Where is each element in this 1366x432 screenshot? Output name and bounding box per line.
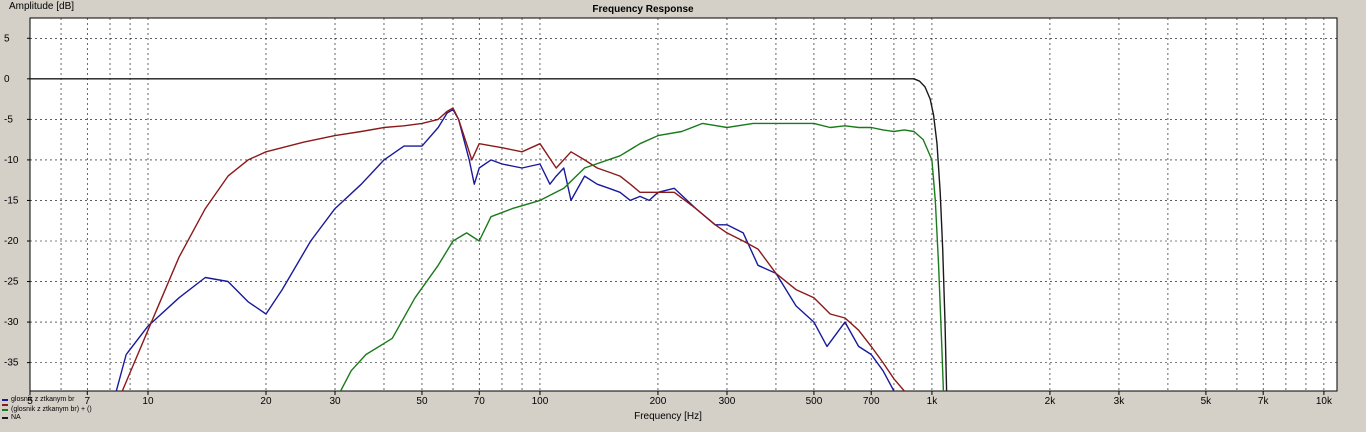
legend-swatch [2, 409, 8, 411]
y-tick-label: -30 [4, 317, 19, 328]
series-lines [30, 78, 948, 391]
x-tick-label: 3k [1114, 396, 1126, 407]
x-tick-label: 7k [1258, 396, 1270, 407]
y-axis-ticks: 5 0 -5 -10 -15 -20 -25 -30 -35 [4, 33, 30, 369]
legend-item: glosnik z ztkanym br [2, 396, 92, 404]
x-tick-label: 1k [927, 396, 939, 407]
x-tick-label: 700 [863, 396, 880, 407]
x-tick-label: 10k [1316, 396, 1333, 407]
x-tick-label: 30 [329, 396, 341, 407]
legend-item: (glosnik z ztkanym br) + () [2, 406, 92, 414]
legend-label: NA [11, 414, 21, 421]
series-line-4 [30, 78, 948, 391]
plot-area [29, 17, 1338, 392]
legend-swatch [2, 399, 8, 401]
series-line-3 [339, 122, 945, 391]
x-tick-label: 100 [532, 396, 549, 407]
y-tick-label: -10 [4, 155, 19, 166]
y-tick-label: 5 [4, 33, 10, 44]
x-tick-label: 5k [1201, 396, 1213, 407]
x-tick-label: 500 [806, 396, 823, 407]
x-tick-label: 5 [27, 396, 33, 407]
legend-label: (glosnik z ztkanym br) + () [11, 406, 92, 413]
y-tick-label: -5 [4, 114, 13, 125]
x-tick-label: 300 [719, 396, 736, 407]
x-tick-label: 7 [84, 396, 90, 407]
y-tick-label: -25 [4, 277, 19, 288]
series-line-1 [115, 108, 895, 391]
x-tick-label: 2k [1045, 396, 1057, 407]
legend-item: NA [2, 414, 92, 422]
y-tick-label: -15 [4, 195, 19, 206]
y-tick-label: 0 [4, 74, 10, 85]
legend-swatch [2, 404, 8, 406]
y-tick-label: -35 [4, 358, 19, 369]
x-tick-label: 10 [142, 396, 154, 407]
legend: glosnik z ztkanym br (glosnik z ztkanym b… [2, 396, 92, 422]
chart-title: Frequency Response [592, 4, 694, 15]
x-tick-label: 50 [416, 396, 428, 407]
x-axis-ticks: 5 7 10 20 30 50 70 100 200 300 500 700 1k 2k 3k 5k 7k 10k [27, 391, 1333, 407]
legend-label: glosnik z ztkanym br [11, 396, 75, 403]
y-axis-label: Amplitude [dB] [9, 1, 74, 12]
legend-swatch [2, 417, 8, 419]
x-axis-label: Frequency [Hz] [634, 411, 702, 422]
series-line-2 [121, 107, 905, 391]
grid [30, 18, 1337, 391]
x-tick-label: 20 [260, 396, 272, 407]
x-tick-label: 200 [650, 396, 667, 407]
legend-item [2, 404, 92, 406]
y-tick-label: -20 [4, 236, 19, 247]
x-tick-label: 70 [474, 396, 486, 407]
